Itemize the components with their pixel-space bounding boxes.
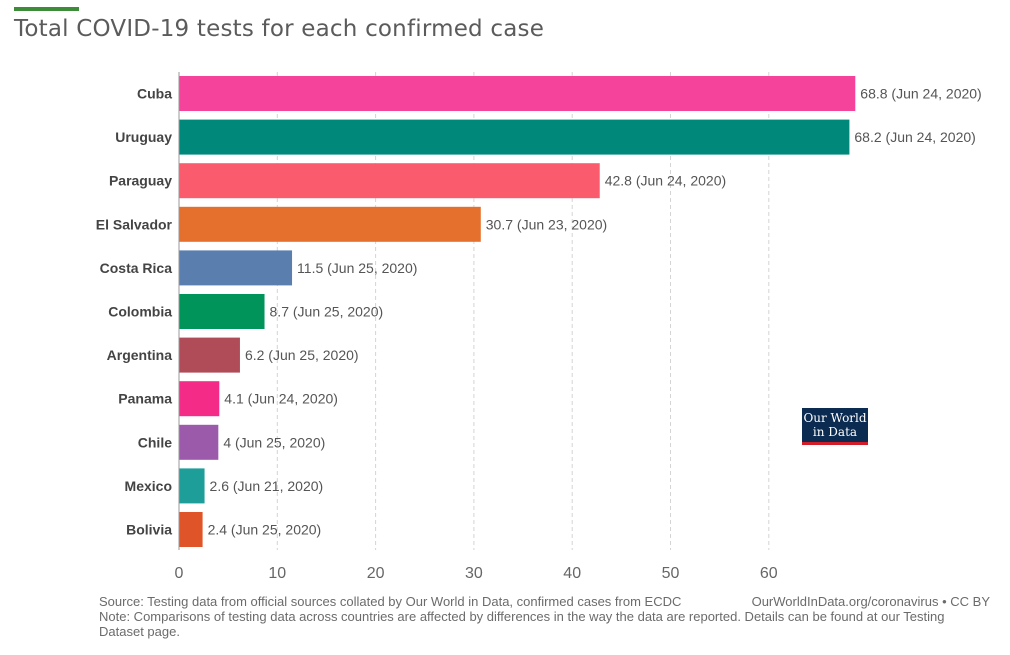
category-label: Chile xyxy=(138,434,172,450)
bar[interactable] xyxy=(179,294,265,329)
x-tick-label: 0 xyxy=(175,565,184,582)
logo-line-1: Our World xyxy=(803,411,867,425)
bar[interactable] xyxy=(179,512,203,547)
bar-value-label: 4.1 (Jun 24, 2020) xyxy=(224,391,338,407)
bar-value-label: 6.2 (Jun 25, 2020) xyxy=(245,347,359,363)
bar-value-label: 2.4 (Jun 25, 2020) xyxy=(208,522,322,538)
bar[interactable] xyxy=(179,163,600,199)
x-tick-label: 40 xyxy=(563,565,581,582)
bar[interactable] xyxy=(179,119,850,155)
x-tick-label: 30 xyxy=(465,565,483,582)
bar-value-label: 68.2 (Jun 24, 2020) xyxy=(854,129,975,145)
title-accent-line xyxy=(14,7,79,11)
note-text: Note: Comparisons of testing data across… xyxy=(99,609,945,639)
logo-underline xyxy=(802,442,868,445)
bar[interactable] xyxy=(179,468,205,504)
bar-value-label: 11.5 (Jun 25, 2020) xyxy=(297,260,417,276)
bar-value-label: 8.7 (Jun 25, 2020) xyxy=(270,304,384,320)
logo-line-2: in Data xyxy=(812,425,858,439)
category-label: Cuba xyxy=(137,86,172,102)
bar[interactable] xyxy=(179,206,481,242)
bar-value-label: 2.6 (Jun 21, 2020) xyxy=(210,478,324,494)
owid-logo[interactable]: Our World in Data xyxy=(802,408,868,445)
category-label: Bolivia xyxy=(126,522,172,538)
bar[interactable] xyxy=(179,250,293,286)
credit-link[interactable]: OurWorldInData.org/coronavirus • CC BY xyxy=(751,594,990,609)
bar-value-label: 30.7 (Jun 23, 2020) xyxy=(486,216,607,232)
bar[interactable] xyxy=(179,76,856,111)
bar[interactable] xyxy=(179,424,219,460)
chart-title: Total COVID-19 tests for each confirmed … xyxy=(14,16,545,42)
category-label: Colombia xyxy=(108,304,172,320)
bar-value-label: 42.8 (Jun 24, 2020) xyxy=(605,173,726,189)
category-label: El Salvador xyxy=(96,216,173,232)
x-tick-label: 50 xyxy=(662,565,680,582)
bar[interactable] xyxy=(179,381,220,417)
source-text: Source: Testing data from official sourc… xyxy=(99,594,682,609)
x-tick-label: 10 xyxy=(268,565,286,582)
category-label: Paraguay xyxy=(109,173,172,189)
category-label: Uruguay xyxy=(115,129,172,145)
bar-value-label: 4 (Jun 25, 2020) xyxy=(223,434,325,450)
bar-value-label: 68.8 (Jun 24, 2020) xyxy=(860,86,981,102)
x-tick-label: 20 xyxy=(367,565,385,582)
bar-chart: 0 10 20 30 40 50 60 Cuba 68.8 (Jun 24, 2020) Urug… xyxy=(96,72,982,582)
category-label: Argentina xyxy=(107,347,173,363)
bar[interactable] xyxy=(179,337,240,373)
category-label: Costa Rica xyxy=(100,260,173,276)
category-label: Panama xyxy=(118,391,172,407)
category-label: Mexico xyxy=(125,478,172,494)
x-tick-label: 60 xyxy=(760,565,778,582)
